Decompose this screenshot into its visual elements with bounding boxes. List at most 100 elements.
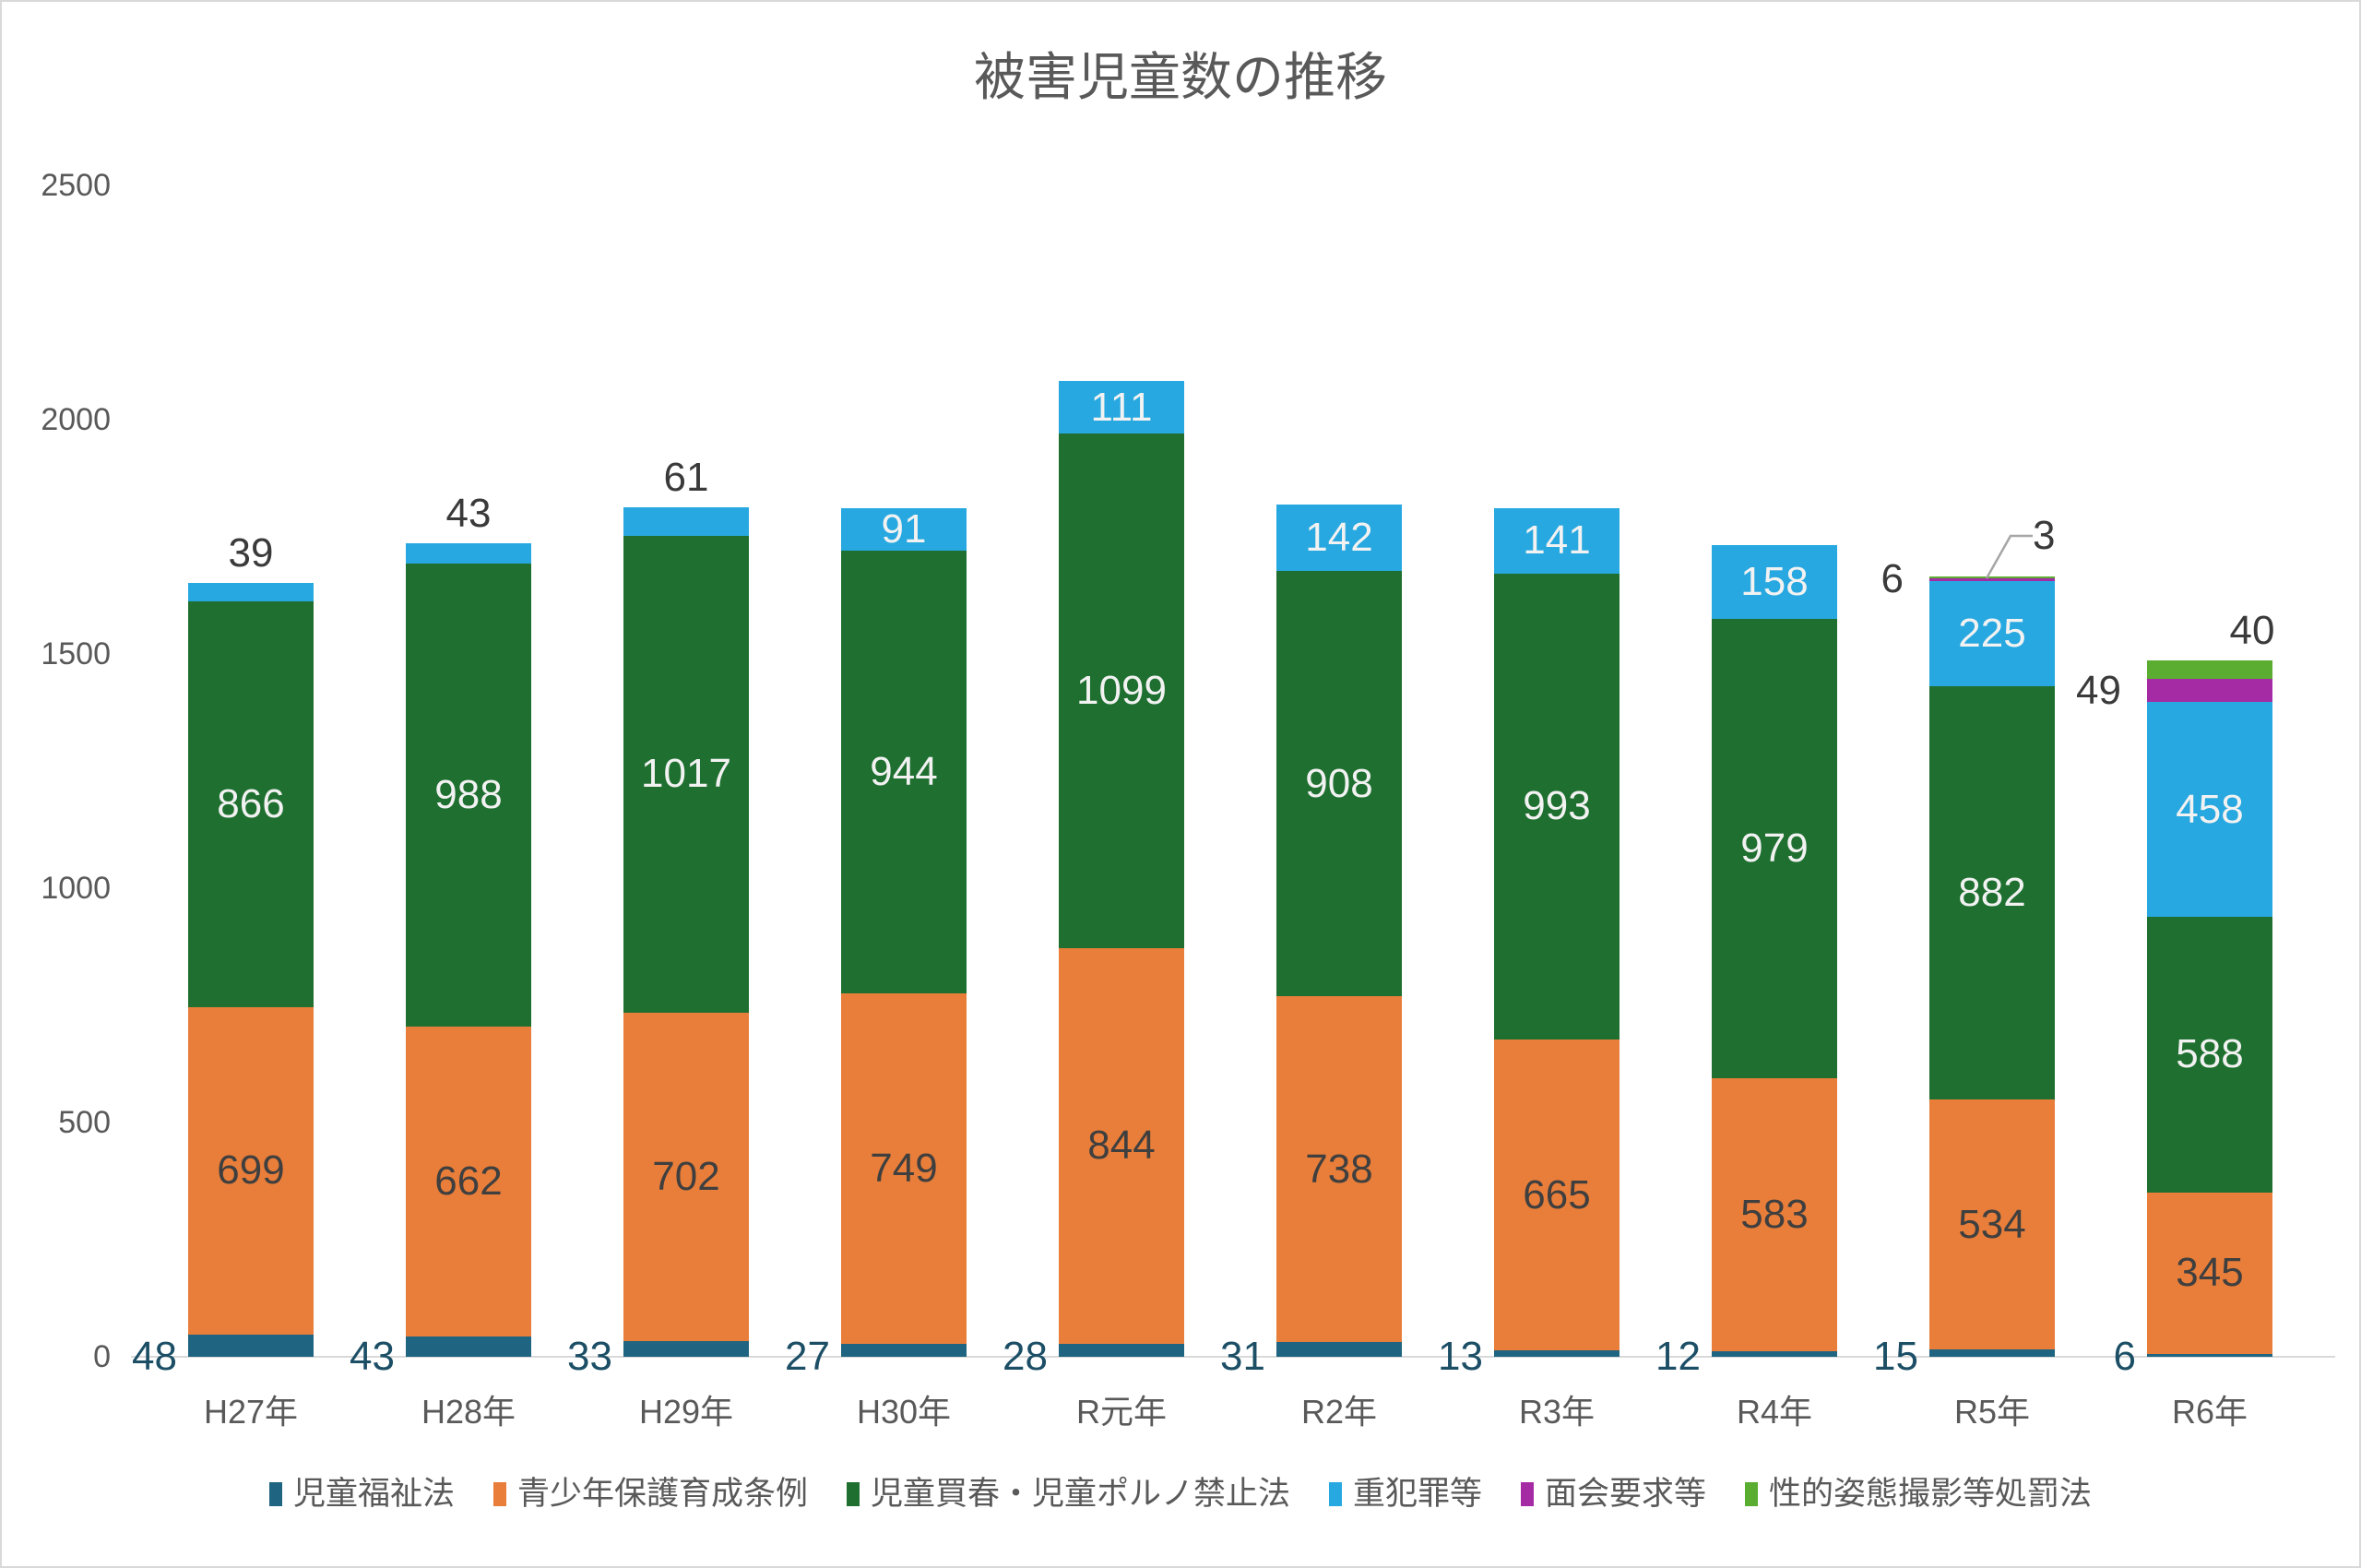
x-axis-label: H29年 [638,1393,734,1431]
bar-segment-label: 583 [1740,1191,1809,1237]
bar-segment [1929,577,2055,581]
bar-segment [406,543,531,564]
y-axis-tick: 2500 [41,168,111,203]
legend-item: 性的姿態撮影等処罰法 [1745,1476,2092,1513]
bar-slot: 43 662 988 43 H28年 [350,185,577,1429]
bar-slot: 48 699 866 39 H27年 [132,185,360,1429]
bar-segment [188,600,314,1007]
bar-segment-label: 225 [1958,610,2026,656]
x-axis-label: R5年 [1953,1393,2031,1431]
bar-segment [406,564,531,1027]
bar-segment-label: 699 [217,1147,285,1194]
bar-segment-label: 345 [2176,1250,2244,1296]
bar-segment-label: 91 [881,506,927,552]
bar-segment-label: 458 [2176,786,2244,832]
x-axis-label: R6年 [2171,1393,2248,1431]
bar-segment [1276,505,1402,572]
bar-segment-label: 43 [350,1334,395,1379]
bar-slot: 13 665 993 141 R3年 [1438,185,1666,1429]
bar-segment-label: 158 [1740,559,1809,605]
x-axis-label: R元年 [1076,1393,1167,1431]
bar-segment-label: 111 [1090,384,1153,430]
bar-segment [1929,580,2055,687]
legend-label: 児童買春・児童ポルノ禁止法 [870,1476,1290,1512]
bar-segment [1276,996,1402,1343]
legend-item: 面会要求等 [1521,1476,1706,1513]
bar-segment-label: 48 [132,1334,177,1379]
legend-swatch-icon [492,1482,506,1506]
bar-segment-label: 988 [434,771,503,817]
bar-segment-label: 141 [1523,517,1591,564]
bar-segment-label: 738 [1305,1146,1373,1192]
legend-label: 児童福祉法 [292,1476,455,1512]
bar-segment-label: 588 [2176,1031,2244,1077]
bar-slot: 31 738 908 142 R2年 [1220,185,1448,1429]
x-axis-baseline [131,1356,2335,1358]
legend-swatch-icon [268,1482,282,1506]
bar-segment [1712,619,1837,1078]
x-axis-label: R3年 [1518,1393,1596,1431]
bar-segment-label: 43 [445,491,492,537]
bar-slot: 6 345 588 458 49 40 R6年 [2076,185,2319,1429]
bar-segment-label: 3 [2033,513,2056,559]
bar-segment-label: 1017 [641,751,731,797]
bar-slot: 12 583 979 158 R4年 [1655,185,1883,1429]
bar-segment-label: 61 [663,455,709,500]
legend-item: 青少年保護育成条例 [492,1476,808,1513]
bar-segment [623,507,749,536]
bar-segment [406,1336,531,1357]
bar-segment-label: 979 [1740,826,1809,872]
bar-segment [1276,1342,1402,1357]
bar-segment [841,1344,967,1357]
bar-segment-label: 908 [1305,760,1373,806]
legend-label: 重犯罪等 [1353,1476,1483,1512]
bar-segment-label: 866 [217,780,285,826]
y-axis-tick: 2000 [41,402,111,437]
bar-segment [188,1334,314,1357]
legend-item: 児童福祉法 [268,1476,455,1513]
bar-slot: 15 534 882 225 6 3 R5年 [1873,185,2101,1429]
bar-segment [1059,1343,1184,1357]
bar-segment [1712,1350,1837,1357]
bar-segment-label: 49 [2076,667,2121,713]
bar-segment-label: 1099 [1076,667,1167,713]
bar-segment [188,582,314,601]
legend: 児童福祉法 青少年保護育成条例 児童買春・児童ポルノ禁止法 重犯罪等 面会要求等 性的姿態… [2,1476,2359,1513]
bar-segment-label: 662 [434,1158,503,1204]
bar-segment-label: 33 [567,1334,612,1379]
legend-swatch-icon [1329,1482,1342,1506]
bar-segment [1059,948,1184,1344]
leader-line [1985,534,2033,579]
bar-segment-label: 749 [870,1146,938,1191]
bar-segment [1494,1039,1619,1351]
bar-segment [2147,679,2272,703]
x-axis-label: H27年 [203,1393,299,1431]
bar-segment [1712,1077,1837,1351]
y-axis-tick: 500 [58,1105,111,1140]
bar-segment-label: 882 [1958,870,2026,916]
bar-slot: 27 749 944 91 H30年 [785,185,1013,1429]
bar-segment-label: 27 [785,1334,830,1379]
bar-segment [623,1341,749,1357]
bar-segment [1929,1349,2055,1357]
legend-swatch-icon [1745,1482,1759,1506]
bar-segment-label: 12 [1655,1334,1701,1379]
bar-segment [623,1012,749,1342]
bar-slot: 33 702 1017 61 H29年 [567,185,795,1429]
bar-segment [1494,507,1619,575]
bar-segment [406,1026,531,1337]
y-axis-tick: 1500 [41,636,111,671]
y-axis-tick: 1000 [41,871,111,906]
bar-segment-label: 702 [652,1153,720,1199]
bar-segment [1494,1350,1619,1357]
bar-segment [1929,1099,2055,1350]
bar-segment [2147,917,2272,1193]
bar-segment-label: 15 [1873,1334,1918,1379]
legend-swatch-icon [1521,1482,1535,1506]
bar-segment [1276,571,1402,997]
bar-segment-label: 6 [2113,1334,2136,1379]
plot-area: 48 699 866 39 H27年 43 662 988 43 H28年 33 702 1017 61 H… [132,185,2319,1429]
legend-swatch-icon [846,1482,860,1506]
bar-segment [2147,660,2272,680]
